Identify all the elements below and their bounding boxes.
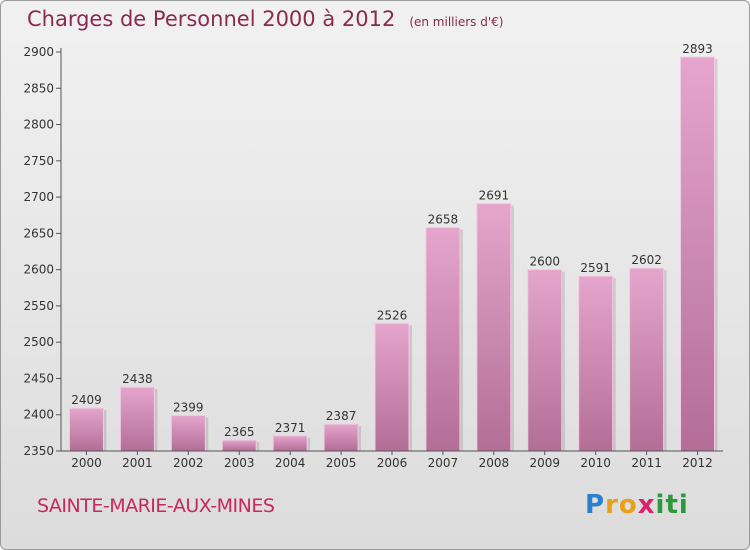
chart-title: Charges de Personnel 2000 à 2012 (en mill… — [27, 7, 503, 31]
bar-value-label: 2409 — [71, 393, 102, 407]
bar-2000 — [68, 407, 104, 452]
bar-2005 — [323, 423, 359, 452]
logo-letter: t — [665, 490, 679, 520]
bar-value-label: 2602 — [631, 253, 662, 267]
bar-value-label: 2399 — [173, 400, 204, 414]
y-axis: 2350 2400 2450 2500 2550 2600 2650 2700 2750 2800… — [23, 45, 62, 458]
logo-letter: o — [618, 490, 638, 520]
y-tick-label: 2900 — [23, 45, 54, 59]
logo-letter: P — [585, 490, 606, 520]
proxiti-logo: Proxiti — [585, 490, 689, 520]
y-tick-label: 2650 — [23, 226, 54, 240]
y-tick-label: 2450 — [23, 371, 54, 385]
bar-value-label: 2526 — [377, 308, 408, 322]
bar-2011 — [629, 267, 665, 452]
x-tick-label: 2003 — [224, 456, 255, 470]
x-tick-label: 2011 — [631, 456, 662, 470]
bar-value-label: 2387 — [326, 409, 357, 423]
bar-2004 — [272, 435, 308, 452]
bar-2002 — [170, 414, 206, 452]
title-main: Charges de Personnel 2000 à 2012 — [27, 7, 396, 31]
x-tick-label: 2000 — [71, 456, 102, 470]
bar-value-label: 2658 — [428, 213, 459, 227]
x-tick-label: 2008 — [479, 456, 510, 470]
y-tick-label: 2750 — [23, 154, 54, 168]
y-tick-label: 2800 — [23, 118, 54, 132]
y-tick-label: 2700 — [23, 190, 54, 204]
logo-letter: i — [655, 490, 666, 520]
x-tick-label: 2007 — [428, 456, 459, 470]
x-tick-label: 2012 — [682, 456, 713, 470]
y-tick-label: 2350 — [23, 444, 54, 458]
bar-2006 — [374, 322, 410, 452]
bar-value-label: 2893 — [682, 42, 713, 56]
bar-value-label: 2600 — [529, 255, 560, 269]
bar-2009 — [527, 269, 563, 452]
y-tick-label: 2550 — [23, 299, 54, 313]
bars: 2409 2438 2399 2365 2371 2387 2526 2658 2691 2600… — [68, 42, 718, 452]
x-tick-label: 2006 — [377, 456, 408, 470]
bar-value-label: 2365 — [224, 425, 255, 439]
x-tick-label: 2001 — [122, 456, 153, 470]
bar-2001 — [119, 386, 155, 452]
bar-2010 — [578, 275, 614, 452]
y-tick-label: 2600 — [23, 263, 54, 277]
bar-value-label: 2691 — [479, 189, 510, 203]
x-tick-label: 2002 — [173, 456, 204, 470]
logo-letter: i — [678, 490, 689, 520]
logo-letter: r — [605, 490, 619, 520]
bar-value-label: 2591 — [580, 261, 611, 275]
bar-2007 — [425, 227, 461, 452]
place-name: SAINTE-MARIE-AUX-MINES — [37, 495, 275, 517]
bar-value-label: 2438 — [122, 372, 153, 386]
x-tick-label: 2010 — [580, 456, 611, 470]
x-tick-label: 2004 — [275, 456, 306, 470]
bar-2008 — [476, 203, 512, 452]
x-tick-label: 2009 — [529, 456, 560, 470]
y-tick-label: 2850 — [23, 81, 54, 95]
x-axis: 2000 2001 2002 2003 2004 2005 2006 2007 2008 2009… — [61, 450, 723, 470]
bar-2003 — [221, 439, 257, 452]
title-unit: (en milliers d'€) — [409, 15, 504, 29]
bar-value-label: 2371 — [275, 421, 306, 435]
x-tick-label: 2005 — [326, 456, 357, 470]
y-tick-label: 2500 — [23, 335, 54, 349]
logo-letter: x — [637, 490, 656, 520]
y-tick-label: 2400 — [23, 408, 54, 422]
bar-2012 — [680, 56, 716, 452]
